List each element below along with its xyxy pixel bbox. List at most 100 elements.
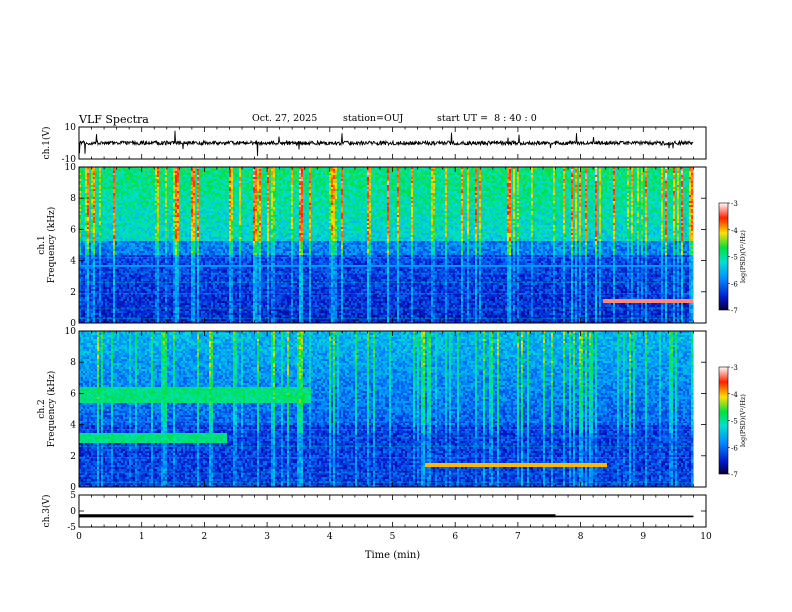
- spectrogram-cell: [101, 191, 103, 193]
- spectrogram-cell: [85, 317, 87, 319]
- spectrogram-cell: [97, 299, 99, 301]
- spectrogram-cell: [85, 241, 87, 243]
- spectrogram-cell: [97, 245, 99, 247]
- spectrogram-cell: [87, 237, 89, 239]
- spectrogram-cell: [93, 261, 95, 263]
- spectrogram-cell: [97, 231, 99, 233]
- spectrogram-cell: [83, 171, 85, 173]
- spectrogram-cell: [89, 179, 91, 181]
- spectrogram-cell: [85, 301, 87, 303]
- spectrogram-cell: [89, 311, 91, 313]
- spectrogram-cell: [91, 177, 93, 179]
- spectrogram-cell: [83, 219, 85, 221]
- spectrogram-cell: [97, 317, 99, 319]
- spectrogram-cell: [87, 283, 89, 285]
- spectrogram-cell: [93, 283, 95, 285]
- spectrogram-cell: [81, 169, 83, 171]
- spectrogram-cell: [85, 309, 87, 311]
- spectrogram-cell: [93, 181, 95, 183]
- spectrogram-cell: [95, 209, 97, 211]
- ch1-waveform-trace: [79, 131, 693, 156]
- spectrogram-cell: [85, 319, 87, 321]
- spectrogram-cell: [85, 303, 87, 305]
- spectrogram-cell: [97, 239, 99, 241]
- spectrogram-cell: [99, 261, 101, 263]
- ch1-spectrogram-heatmap: [79, 167, 706, 323]
- spectrogram-cell: [91, 235, 93, 237]
- spectrogram-cell: [81, 255, 83, 257]
- spectrogram-cell: [83, 183, 85, 185]
- spectrogram-cell: [99, 259, 101, 261]
- spectrogram-cell: [85, 185, 87, 187]
- spectrogram-cell: [95, 291, 97, 293]
- spectrogram-cell: [83, 203, 85, 205]
- spectrogram-cell: [91, 189, 93, 191]
- spectrogram-cell: [87, 249, 89, 251]
- spectrogram-cell: [97, 201, 99, 203]
- spectrogram-cell: [99, 199, 101, 201]
- spectrogram-cell: [93, 239, 95, 241]
- spectrogram-cell: [89, 251, 91, 253]
- spectrogram-cell: [101, 201, 103, 203]
- spectrogram-cell: [91, 303, 93, 305]
- spectrogram-cell: [83, 177, 85, 179]
- spectrogram-cell: [99, 185, 101, 187]
- spectrogram-cell: [95, 253, 97, 255]
- spectrogram-cell: [81, 185, 83, 187]
- spectrogram-cell: [93, 183, 95, 185]
- spectrogram-cell: [83, 247, 85, 249]
- spectrogram-cell: [81, 249, 83, 251]
- spectrogram-cell: [85, 203, 87, 205]
- spectrogram-cell: [95, 249, 97, 251]
- spectrogram-cell: [91, 309, 93, 311]
- spectrogram-cell: [97, 173, 99, 175]
- spectrogram-cell: [101, 211, 103, 213]
- spectrogram-cell: [91, 247, 93, 249]
- spectrogram-cell: [93, 233, 95, 235]
- spectrogram-cell: [95, 235, 97, 237]
- spectrogram-cell: [81, 233, 83, 235]
- spectrogram-cell: [93, 189, 95, 191]
- spectrogram-cell: [91, 203, 93, 205]
- spectrogram-cell: [97, 193, 99, 195]
- spectrogram-cell: [97, 313, 99, 315]
- spectrogram-cell: [93, 231, 95, 233]
- spectrogram-cell: [91, 225, 93, 227]
- spectrogram-cell: [83, 187, 85, 189]
- spectrogram-cell: [87, 169, 89, 171]
- spectrogram-cell: [83, 173, 85, 175]
- spectrogram-cell: [99, 305, 101, 307]
- spectrogram-cell: [83, 223, 85, 225]
- spectrogram-cell: [89, 193, 91, 195]
- spectrogram-cell: [101, 199, 103, 201]
- spectrogram-cell: [87, 245, 89, 247]
- spectrogram-cell: [87, 209, 89, 211]
- spectrogram-cell: [89, 219, 91, 221]
- spectrogram-cell: [97, 259, 99, 261]
- spectrogram-cell: [91, 297, 93, 299]
- spectrogram-cell: [81, 269, 83, 271]
- spectrogram-cell: [95, 211, 97, 213]
- spectrogram-cell: [85, 231, 87, 233]
- spectrogram-cell: [87, 225, 89, 227]
- spectrogram-cell: [87, 213, 89, 215]
- spectrogram-cell: [85, 223, 87, 225]
- spectrogram-cell: [91, 243, 93, 245]
- spectrogram-cell: [81, 179, 83, 181]
- spectrogram-cell: [85, 195, 87, 197]
- spectrogram-cell: [81, 301, 83, 303]
- spectrogram-cell: [87, 239, 89, 241]
- spectrogram-cell: [93, 287, 95, 289]
- spectrogram-cell: [99, 175, 101, 177]
- spectrogram-cell: [89, 303, 91, 305]
- spectrogram-cell: [99, 195, 101, 197]
- spectrogram-cell: [89, 189, 91, 191]
- spectrogram-cell: [93, 201, 95, 203]
- spectrogram-cell: [89, 285, 91, 287]
- spectrogram-cell: [85, 237, 87, 239]
- spectrogram-cell: [87, 309, 89, 311]
- spectrogram-cell: [81, 245, 83, 247]
- spectrogram-cell: [83, 179, 85, 181]
- spectrogram-cell: [83, 221, 85, 223]
- spectrogram-cell: [99, 247, 101, 249]
